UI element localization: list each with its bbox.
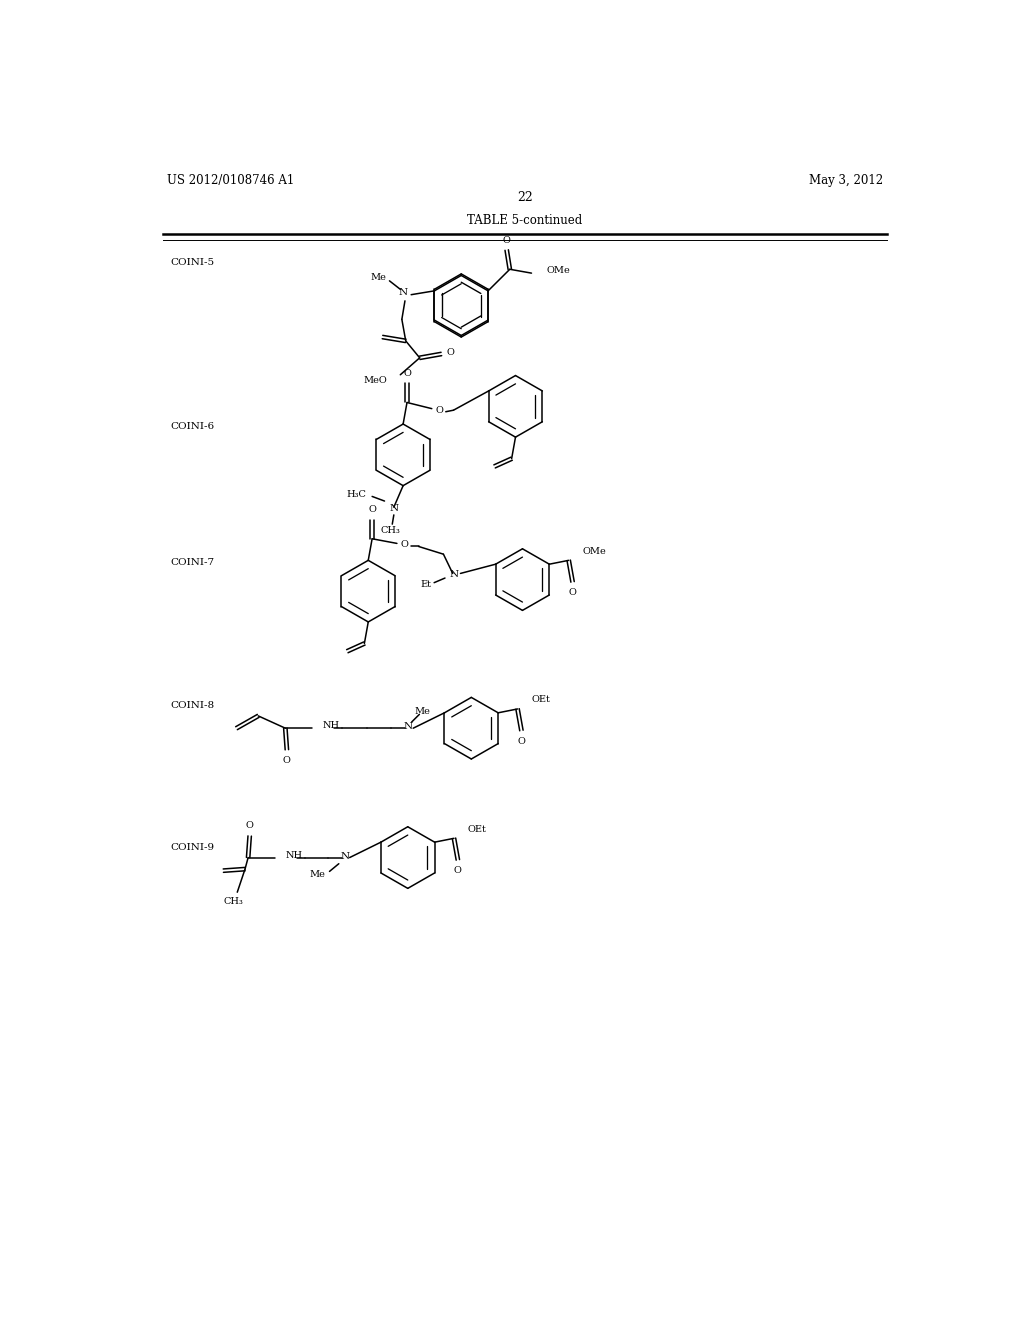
Text: May 3, 2012: May 3, 2012 (809, 174, 883, 187)
Text: NH: NH (286, 851, 302, 859)
Text: O: O (435, 405, 443, 414)
Text: O: O (369, 506, 376, 513)
Text: MeO: MeO (364, 376, 387, 385)
Text: O: O (503, 236, 511, 246)
Text: OMe: OMe (547, 267, 570, 276)
Text: N: N (450, 570, 459, 579)
Text: Me: Me (309, 870, 325, 879)
Polygon shape (423, 252, 508, 345)
Text: O: O (400, 540, 409, 549)
Text: O: O (454, 866, 462, 875)
Text: N: N (398, 288, 408, 297)
Text: H₃C: H₃C (347, 491, 367, 499)
Text: CH₃: CH₃ (381, 525, 400, 535)
Text: OEt: OEt (468, 825, 486, 833)
Text: O: O (517, 737, 525, 746)
Text: COINI-7: COINI-7 (171, 558, 215, 568)
Text: OEt: OEt (531, 696, 550, 704)
Text: Me: Me (415, 706, 430, 715)
Text: 22: 22 (517, 191, 532, 203)
Text: N: N (389, 504, 398, 513)
Text: Et: Et (420, 581, 431, 590)
Text: OMe: OMe (583, 546, 606, 556)
Text: COINI-9: COINI-9 (171, 843, 215, 851)
Text: NH: NH (323, 722, 340, 730)
Text: N: N (340, 851, 349, 861)
Text: O: O (446, 348, 455, 356)
Text: O: O (246, 821, 254, 830)
Text: US 2012/0108746 A1: US 2012/0108746 A1 (167, 174, 294, 187)
Text: O: O (283, 756, 291, 766)
Text: CH₃: CH₃ (223, 898, 244, 906)
Text: N: N (404, 722, 413, 731)
Text: COINI-5: COINI-5 (171, 257, 215, 267)
Text: TABLE 5-continued: TABLE 5-continued (467, 214, 583, 227)
Text: O: O (403, 368, 411, 378)
Text: O: O (568, 589, 577, 597)
Text: Me: Me (371, 273, 386, 282)
Text: COINI-6: COINI-6 (171, 422, 215, 430)
Text: COINI-8: COINI-8 (171, 701, 215, 710)
